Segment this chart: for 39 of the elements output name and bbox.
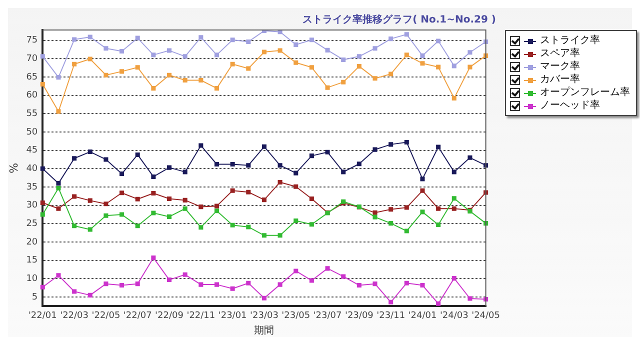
- y-tick-label: 50: [26, 127, 38, 138]
- x-tick-label: '22/03: [60, 310, 89, 321]
- x-tick-label: '23/05: [282, 310, 310, 321]
- legend-label: カバー率: [540, 73, 580, 86]
- y-axis-title: %: [7, 162, 20, 174]
- y-tick-label: 40: [26, 164, 38, 174]
- y-tick-label: 65: [26, 72, 38, 82]
- y-tick-label: 25: [26, 219, 38, 230]
- legend-label: マーク率: [540, 60, 580, 73]
- legend-label: オープンフレーム率: [540, 86, 630, 99]
- x-tick-label: '22/05: [92, 310, 120, 321]
- y-tick-label: 30: [26, 200, 38, 211]
- x-tick-label: '24/01: [408, 310, 437, 321]
- x-tick-label: '22/09: [155, 310, 184, 321]
- x-tick-label: '23/07: [313, 310, 342, 321]
- y-tick-label: 20: [26, 237, 38, 248]
- x-tick-label: '23/03: [250, 310, 278, 321]
- x-tick-label: '22/11: [186, 310, 216, 321]
- x-tick-label: '22/07: [123, 310, 152, 321]
- y-tick-label: 45: [26, 146, 38, 156]
- chart-title: ストライク率推移グラフ( No.1~No.29 ): [302, 14, 496, 26]
- y-tick-label: 35: [26, 182, 38, 192]
- y-tick-label: 10: [26, 274, 38, 284]
- y-tick-label: 5: [32, 292, 38, 302]
- x-tick-label: '22/01: [28, 310, 57, 321]
- y-tick-label: 60: [26, 90, 38, 101]
- x-tick-label: '23/09: [344, 310, 374, 321]
- y-tick-label: 75: [26, 36, 38, 46]
- y-tick-label: 70: [26, 54, 38, 64]
- x-tick-label: '24/05: [472, 310, 500, 321]
- x-axis-title: 期間: [254, 324, 274, 337]
- x-tick-label: '23/11: [376, 310, 406, 321]
- x-tick-label: '23/01: [218, 310, 247, 321]
- legend-label: スペア率: [540, 47, 580, 60]
- legend-label: ノーヘッド率: [540, 99, 600, 112]
- legend-label: ストライク率: [540, 34, 600, 47]
- y-tick-label: 15: [26, 256, 38, 266]
- y-tick-label: 55: [26, 108, 38, 119]
- x-tick-label: '24/03: [440, 310, 468, 321]
